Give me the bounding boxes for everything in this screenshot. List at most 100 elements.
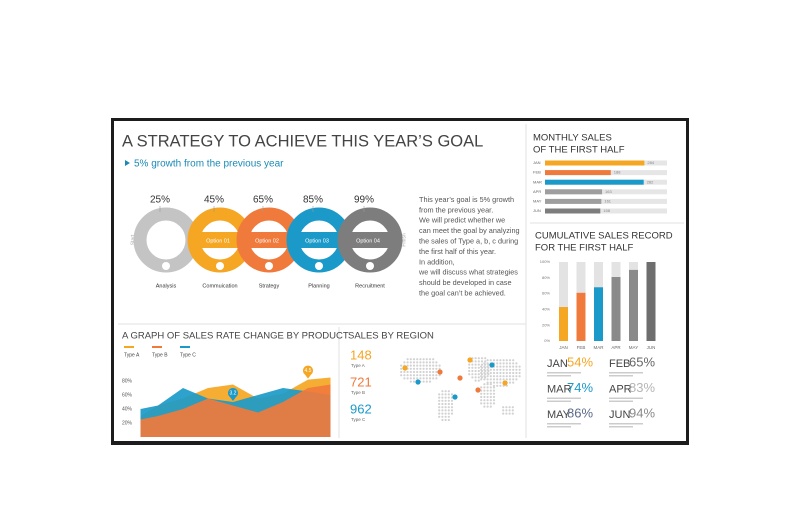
map-dot — [416, 358, 419, 361]
bar — [576, 292, 586, 341]
map-dot — [450, 409, 454, 412]
map-dot — [480, 371, 483, 375]
summary-value: 65% — [629, 354, 655, 369]
map-dot — [412, 364, 416, 367]
step-icon — [315, 262, 323, 270]
map-dot — [499, 384, 502, 387]
map-dot — [505, 365, 508, 368]
map-dot — [406, 358, 409, 361]
map-dot — [450, 412, 454, 415]
map-dot — [489, 375, 492, 378]
map-dot — [512, 375, 515, 378]
map-dot — [489, 392, 492, 395]
map-dot — [447, 402, 450, 406]
map-dot — [450, 406, 454, 409]
map-dot — [486, 383, 489, 386]
map-dot — [492, 375, 496, 378]
bar — [594, 287, 603, 341]
summary-note — [547, 400, 571, 402]
map-dot — [422, 358, 425, 361]
map-dot — [474, 379, 477, 382]
map-dot — [483, 371, 486, 375]
map-dot — [489, 383, 492, 386]
option-label: Option 02 — [255, 238, 279, 244]
map-dot — [480, 368, 483, 371]
annotation-label: 4.5 — [305, 368, 312, 374]
map-dot — [489, 399, 492, 402]
map-dot — [441, 393, 444, 396]
map-pin — [502, 380, 508, 386]
map-dot — [512, 365, 515, 368]
step-icon — [162, 262, 170, 270]
map-dot — [502, 409, 505, 412]
map-dot — [486, 368, 489, 371]
map-dot — [447, 415, 450, 418]
map-dot — [447, 390, 450, 393]
map-dot — [477, 373, 480, 376]
region-value: 962 — [350, 401, 372, 416]
map-dot — [412, 377, 416, 380]
finish-label: Finish — [401, 233, 407, 247]
map-dot — [419, 358, 422, 361]
map-dot — [416, 364, 419, 367]
map-dot — [486, 362, 489, 365]
map-dot — [419, 367, 422, 370]
map-dot — [480, 378, 483, 381]
legend-swatch — [124, 346, 134, 348]
map-dot — [432, 367, 435, 370]
map-dot — [486, 392, 489, 395]
bar — [545, 160, 645, 166]
map-dot — [428, 370, 432, 374]
map-dot — [489, 402, 492, 405]
step-percent: 99% — [354, 195, 374, 206]
map-dot — [406, 370, 409, 374]
step-label: Planning — [308, 283, 329, 289]
map-dot — [438, 409, 441, 412]
map-dot — [496, 378, 499, 381]
map-dot — [502, 412, 505, 415]
option-band — [242, 232, 292, 248]
map-dot — [416, 361, 419, 364]
map-dot — [409, 367, 412, 370]
map-dot — [435, 374, 438, 377]
map-dot — [486, 389, 489, 392]
step-label: Recruitment — [355, 283, 385, 289]
summary-month: JUN — [609, 409, 630, 421]
map-dot — [474, 357, 477, 360]
map-dot — [471, 363, 474, 366]
map-dot — [477, 360, 480, 363]
y-tick-label: 20% — [542, 322, 550, 327]
map-dot — [508, 362, 512, 365]
month-label: MAR — [533, 179, 542, 184]
bar-track — [545, 208, 667, 214]
map-dot — [447, 409, 450, 412]
map-dot — [422, 377, 425, 380]
map-dot — [444, 412, 447, 415]
summary-note — [547, 426, 571, 428]
summary-note — [547, 372, 581, 374]
map-dot — [489, 381, 492, 384]
map-dot — [438, 412, 441, 415]
map-dot — [471, 376, 474, 379]
map-dot — [412, 361, 416, 364]
map-dot — [441, 412, 444, 415]
map-dot — [492, 368, 496, 371]
map-dot — [492, 381, 496, 384]
map-dot — [406, 361, 409, 364]
month-label: APR — [533, 189, 541, 194]
map-dot — [512, 359, 515, 362]
map-dot — [499, 362, 502, 365]
map-dot — [409, 374, 412, 377]
map-dot — [483, 399, 486, 402]
map-dot — [483, 362, 486, 365]
map-dot — [432, 358, 435, 361]
summary-note — [609, 400, 633, 402]
summary-note — [609, 426, 633, 428]
map-dot — [447, 406, 450, 409]
annotation-pin — [302, 365, 313, 379]
map-pin — [489, 362, 495, 368]
map-dot — [438, 399, 441, 402]
map-dot — [435, 367, 438, 370]
summary-month: APR — [609, 383, 632, 395]
